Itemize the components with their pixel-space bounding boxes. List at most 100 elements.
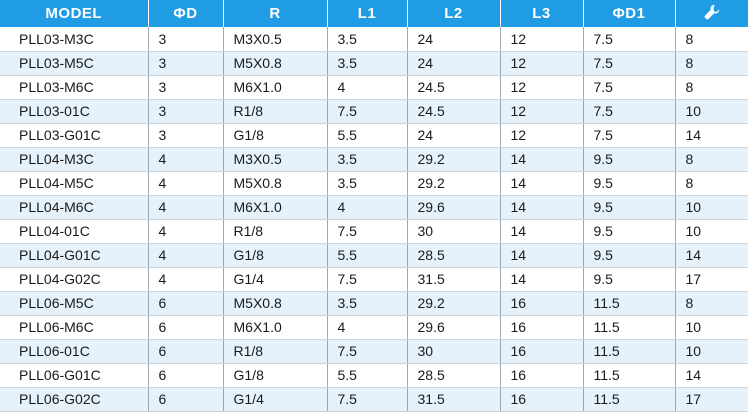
table-row: PLL03-M5C 3 M5X0.8 3.5 24 12 7.5 8 xyxy=(0,51,748,76)
cell-r: G1/4 xyxy=(223,387,328,412)
cell-l1: 7.5 xyxy=(327,219,408,244)
cell-l3: 16 xyxy=(500,291,584,316)
cell-l1: 5.5 xyxy=(327,123,408,148)
cell-r: M3X0.5 xyxy=(223,147,328,172)
cell-l1: 7.5 xyxy=(327,267,408,292)
cell-od: 6 xyxy=(148,363,224,388)
cell-wrench: 10 xyxy=(675,195,748,220)
cell-l2: 24 xyxy=(407,51,501,76)
cell-od: 6 xyxy=(148,315,224,340)
cell-model: PLL03-M6C xyxy=(0,75,149,100)
cell-r: G1/8 xyxy=(223,363,328,388)
cell-od: 6 xyxy=(148,291,224,316)
cell-od1: 7.5 xyxy=(583,75,676,100)
cell-l3: 14 xyxy=(500,243,584,268)
cell-l1: 3.5 xyxy=(327,147,408,172)
cell-od: 3 xyxy=(148,99,224,124)
table-row: PLL03-01C 3 R1/8 7.5 24.5 12 7.5 10 xyxy=(0,99,748,124)
header-od1: ΦD1 xyxy=(583,0,676,27)
header-wrench xyxy=(675,0,748,27)
cell-l2: 28.5 xyxy=(407,363,501,388)
cell-l3: 12 xyxy=(500,123,584,148)
cell-l1: 4 xyxy=(327,75,408,100)
cell-r: R1/8 xyxy=(223,219,328,244)
table-row: PLL03-G01C 3 G1/8 5.5 24 12 7.5 14 xyxy=(0,123,748,148)
cell-l2: 24 xyxy=(407,27,501,52)
cell-model: PLL03-01C xyxy=(0,99,149,124)
cell-l2: 31.5 xyxy=(407,387,501,412)
cell-od1: 7.5 xyxy=(583,99,676,124)
cell-model: PLL03-G01C xyxy=(0,123,149,148)
cell-l2: 29.2 xyxy=(407,291,501,316)
cell-od: 3 xyxy=(148,75,224,100)
cell-l3: 14 xyxy=(500,147,584,172)
table-header: MODEL ΦD R L1 L2 L3 ΦD1 xyxy=(0,0,748,27)
cell-od1: 9.5 xyxy=(583,195,676,220)
cell-l2: 24 xyxy=(407,123,501,148)
cell-od: 6 xyxy=(148,339,224,364)
table-row: PLL03-M6C 3 M6X1.0 4 24.5 12 7.5 8 xyxy=(0,75,748,100)
header-l2: L2 xyxy=(407,0,501,27)
cell-model: PLL06-01C xyxy=(0,339,149,364)
cell-wrench: 8 xyxy=(675,51,748,76)
cell-od1: 9.5 xyxy=(583,267,676,292)
cell-l1: 3.5 xyxy=(327,27,408,52)
cell-model: PLL06-G01C xyxy=(0,363,149,388)
cell-od1: 7.5 xyxy=(583,123,676,148)
cell-l3: 14 xyxy=(500,171,584,196)
cell-wrench: 8 xyxy=(675,291,748,316)
cell-l1: 7.5 xyxy=(327,387,408,412)
table-row: PLL04-G02C 4 G1/4 7.5 31.5 14 9.5 17 xyxy=(0,267,748,292)
cell-l1: 5.5 xyxy=(327,243,408,268)
table-row: PLL04-01C 4 R1/8 7.5 30 14 9.5 10 xyxy=(0,219,748,244)
cell-od1: 11.5 xyxy=(583,339,676,364)
cell-l1: 3.5 xyxy=(327,51,408,76)
cell-l1: 7.5 xyxy=(327,339,408,364)
cell-wrench: 8 xyxy=(675,147,748,172)
cell-l3: 14 xyxy=(500,267,584,292)
cell-od: 4 xyxy=(148,147,224,172)
cell-l3: 16 xyxy=(500,387,584,412)
cell-l3: 12 xyxy=(500,99,584,124)
cell-model: PLL03-M3C xyxy=(0,27,149,52)
table-row: PLL06-01C 6 R1/8 7.5 30 16 11.5 10 xyxy=(0,339,748,364)
cell-r: G1/4 xyxy=(223,267,328,292)
table-row: PLL06-G01C 6 G1/8 5.5 28.5 16 11.5 14 xyxy=(0,363,748,388)
cell-model: PLL06-M6C xyxy=(0,315,149,340)
cell-wrench: 14 xyxy=(675,123,748,148)
cell-l3: 16 xyxy=(500,315,584,340)
cell-od: 3 xyxy=(148,123,224,148)
table-row: PLL04-G01C 4 G1/8 5.5 28.5 14 9.5 14 xyxy=(0,243,748,268)
cell-l2: 29.6 xyxy=(407,195,501,220)
cell-l1: 3.5 xyxy=(327,291,408,316)
cell-od: 4 xyxy=(148,267,224,292)
cell-r: M6X1.0 xyxy=(223,75,328,100)
cell-wrench: 17 xyxy=(675,387,748,412)
cell-od1: 9.5 xyxy=(583,219,676,244)
cell-od1: 9.5 xyxy=(583,243,676,268)
cell-model: PLL04-01C xyxy=(0,219,149,244)
cell-wrench: 8 xyxy=(675,171,748,196)
table-row: PLL06-G02C 6 G1/4 7.5 31.5 16 11.5 17 xyxy=(0,387,748,412)
cell-od1: 11.5 xyxy=(583,387,676,412)
table-row: PLL06-M6C 6 M6X1.0 4 29.6 16 11.5 10 xyxy=(0,315,748,340)
cell-od1: 11.5 xyxy=(583,315,676,340)
cell-r: M3X0.5 xyxy=(223,27,328,52)
cell-r: M6X1.0 xyxy=(223,315,328,340)
cell-model: PLL04-G01C xyxy=(0,243,149,268)
cell-wrench: 17 xyxy=(675,267,748,292)
table-body: PLL03-M3C 3 M3X0.5 3.5 24 12 7.5 8 PLL03-M5C 3 M5X… xyxy=(0,27,748,412)
cell-r: M5X0.8 xyxy=(223,291,328,316)
table-row: PLL04-M6C 4 M6X1.0 4 29.6 14 9.5 10 xyxy=(0,195,748,220)
cell-l2: 30 xyxy=(407,339,501,364)
cell-wrench: 8 xyxy=(675,75,748,100)
cell-od: 3 xyxy=(148,51,224,76)
cell-od: 4 xyxy=(148,219,224,244)
cell-r: R1/8 xyxy=(223,339,328,364)
cell-l1: 3.5 xyxy=(327,171,408,196)
cell-model: PLL04-M5C xyxy=(0,171,149,196)
cell-r: R1/8 xyxy=(223,99,328,124)
wrench-icon xyxy=(703,3,721,25)
cell-l3: 16 xyxy=(500,339,584,364)
